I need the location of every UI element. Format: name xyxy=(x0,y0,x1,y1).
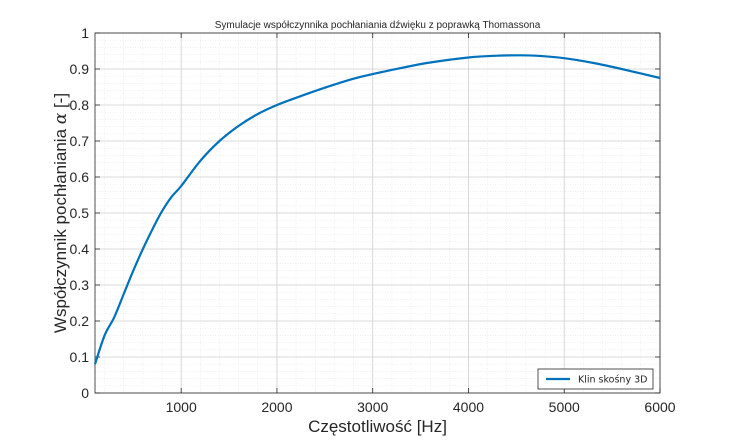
chart-title: Symulacje współczynnika pochłaniania dźw… xyxy=(215,20,541,31)
series-group xyxy=(93,54,661,365)
y-tick-label: 0.6 xyxy=(70,169,90,185)
y-axis-title-symbol: α xyxy=(51,112,71,124)
x-tick-label: 5000 xyxy=(549,399,580,415)
x-tick-label: 3000 xyxy=(357,399,388,415)
y-tick-labels: 0 0.1 0.2 0.3 0.4 0.5 0.6 0.7 0.8 0.9 1 xyxy=(70,25,90,401)
y-tick-label: 1 xyxy=(81,25,89,41)
x-tick-labels: 1000 2000 3000 4000 5000 6000 xyxy=(166,399,676,415)
x-tick-label: 4000 xyxy=(453,399,484,415)
legend-label: Klin skośny 3D xyxy=(578,375,647,386)
series-line xyxy=(93,54,661,365)
y-axis-title-suffix: [-] xyxy=(51,93,70,113)
axis-ticks xyxy=(95,32,661,394)
y-axis-title: Współczynnik pochłaniania α [-] xyxy=(51,93,71,333)
y-tick-label: 0.3 xyxy=(70,277,90,293)
y-tick-label: 0.2 xyxy=(70,313,90,329)
y-tick-label: 0 xyxy=(81,385,89,401)
y-tick-label: 0.7 xyxy=(70,133,90,149)
x-tick-label: 6000 xyxy=(644,399,675,415)
y-tick-label: 0.9 xyxy=(70,61,90,77)
y-tick-label: 0.1 xyxy=(70,349,90,365)
y-tick-label: 0.8 xyxy=(70,97,90,113)
y-tick-label: 0.4 xyxy=(70,241,90,257)
x-axis-title: Częstotliwość [Hz] xyxy=(308,417,447,436)
x-tick-label: 2000 xyxy=(261,399,292,415)
legend: Klin skośny 3D xyxy=(537,368,654,390)
y-tick-label: 0.5 xyxy=(70,205,90,221)
x-tick-label: 1000 xyxy=(166,399,197,415)
legend-box xyxy=(537,368,654,390)
y-axis-title-prefix: Współczynnik pochłaniania xyxy=(51,124,70,333)
